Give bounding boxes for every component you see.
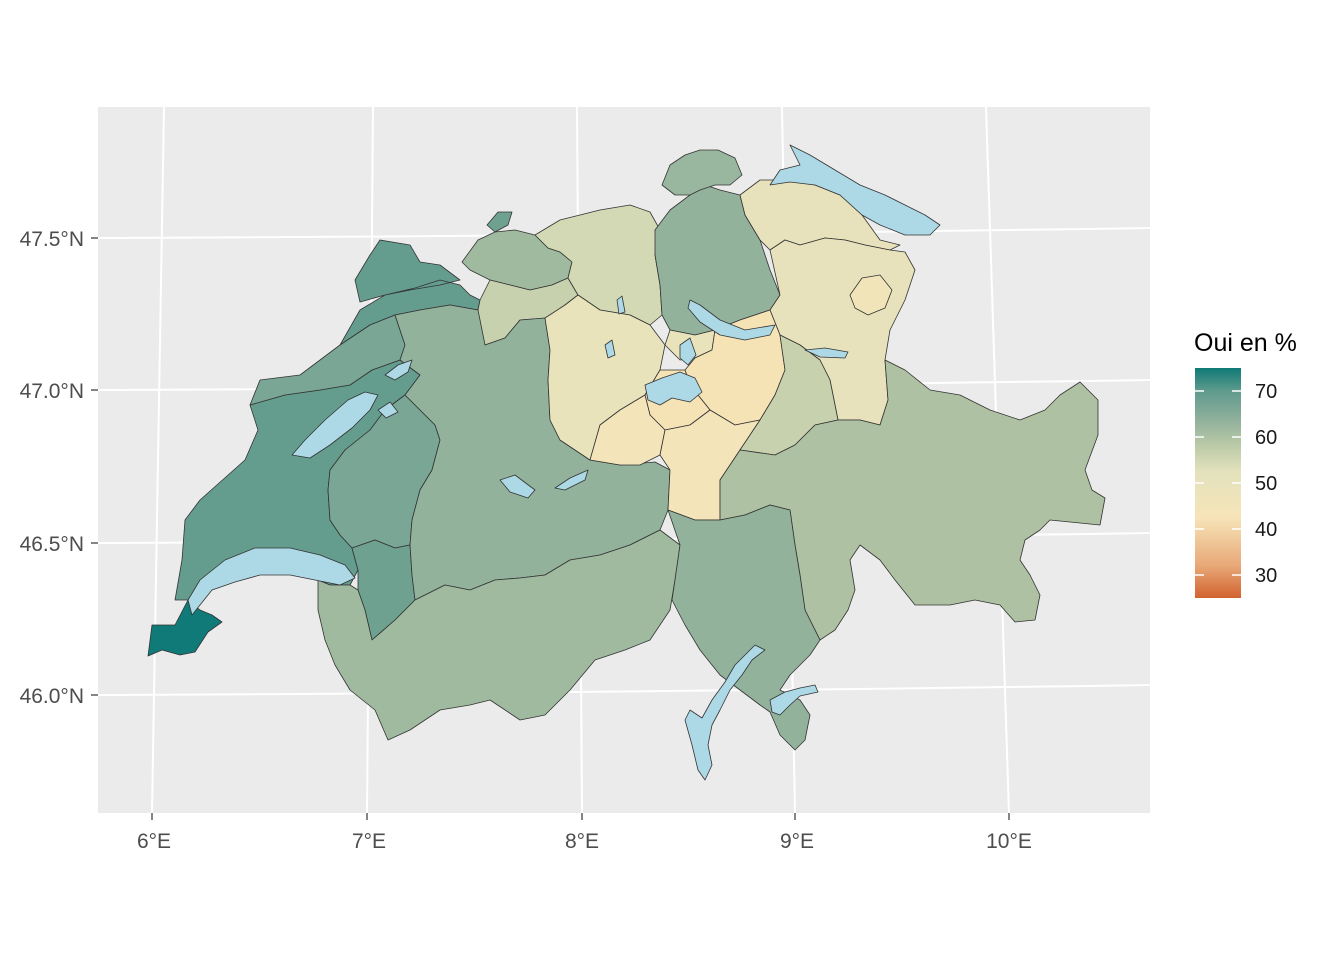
lake-murten — [377, 401, 399, 419]
legend-tick-label: 40 — [1255, 519, 1277, 541]
lake-maggiore — [684, 644, 766, 781]
legend: Oui en % 70 60 50 40 30 — [1194, 329, 1297, 598]
x-tick-label: 8°E — [565, 830, 599, 853]
region-aargau — [534, 204, 663, 326]
cantons — [147, 149, 1106, 751]
y-axis-labels: 47.5°N 47.0°N 46.5°N 46.0°N — [20, 228, 84, 708]
axis-ticks — [91, 237, 1010, 820]
x-tick-label: 9°E — [780, 830, 814, 853]
legend-title: Oui en % — [1194, 329, 1297, 357]
lake-brienz — [554, 469, 589, 491]
region-schaffhausen — [661, 149, 743, 196]
lake-zug — [679, 337, 697, 366]
y-tick-label: 46.5°N — [20, 533, 84, 556]
lake-biel — [384, 359, 413, 381]
lake-zurich — [687, 299, 776, 341]
lake-geneva — [187, 547, 356, 616]
region-appenzell — [849, 274, 893, 316]
region-basel-stadt — [486, 211, 513, 233]
lake-walen — [804, 347, 849, 359]
y-tick-label: 47.5°N — [20, 228, 84, 251]
legend-tick-label: 50 — [1255, 473, 1277, 495]
lake-neuchatel — [291, 391, 379, 459]
region-ticino — [667, 504, 821, 751]
region-obwalden — [589, 394, 666, 466]
lake-constance — [769, 144, 941, 236]
x-tick-label: 7°E — [352, 830, 386, 853]
y-tick-label: 46.0°N — [20, 685, 84, 708]
legend-ticks: 70 60 50 40 30 — [1195, 381, 1277, 587]
lake-thun — [499, 474, 536, 499]
legend-tick-label: 60 — [1255, 427, 1277, 449]
region-geneva — [147, 599, 223, 657]
x-axis-labels: 6°E 7°E 8°E 9°E 10°E — [137, 830, 1032, 853]
region-graubunden — [719, 359, 1106, 641]
x-tick-label: 6°E — [137, 830, 171, 853]
legend-tick-label: 30 — [1255, 565, 1277, 587]
lake-sempach — [604, 339, 616, 359]
lake-lucerne — [644, 371, 703, 406]
x-tick-label: 10°E — [986, 830, 1032, 853]
legend-tick-label: 70 — [1255, 381, 1277, 403]
y-tick-label: 47.0°N — [20, 380, 84, 403]
lake-hallwil — [616, 295, 626, 315]
lake-lugano — [769, 684, 819, 716]
lakes — [187, 144, 941, 781]
